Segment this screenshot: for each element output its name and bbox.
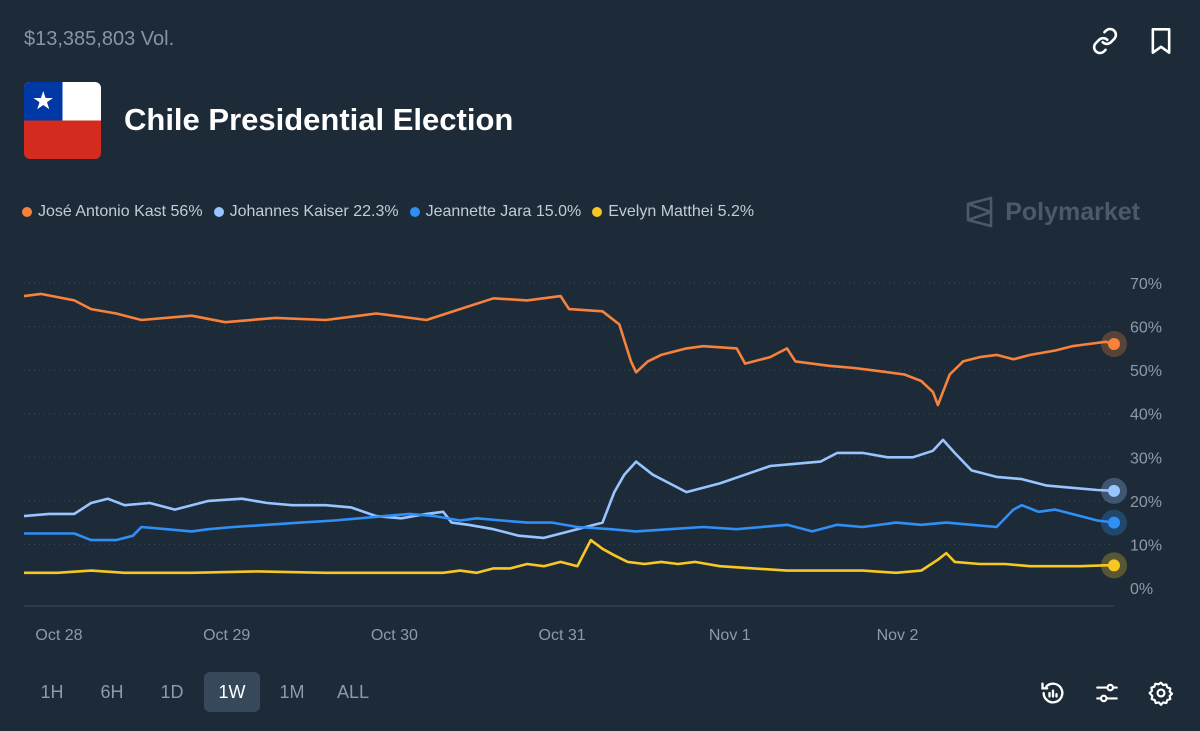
- timeframe-1m[interactable]: 1M: [279, 681, 305, 702]
- polymarket-logo-icon: [966, 196, 993, 228]
- legend-item-kast: José Antonio Kast 56%: [22, 203, 203, 221]
- chart-legend: José Antonio Kast 56% Johannes Kaiser 22…: [22, 203, 765, 221]
- bookmark-icon[interactable]: [1146, 24, 1176, 58]
- link-icon[interactable]: [1090, 24, 1120, 58]
- timeframe-1d[interactable]: 1D: [160, 681, 184, 702]
- y-tick-label: 40%: [1130, 407, 1162, 424]
- history-icon[interactable]: [1038, 676, 1068, 710]
- chart-controls: [1038, 676, 1176, 710]
- timeframe-6h[interactable]: 6H: [100, 681, 124, 702]
- y-tick-label: 0%: [1130, 581, 1153, 598]
- legend-dot: [22, 207, 32, 217]
- series-end-point: [1108, 559, 1120, 572]
- legend-dot: [592, 207, 603, 217]
- y-tick-label: 50%: [1130, 363, 1162, 380]
- timeframe-all[interactable]: ALL: [337, 681, 370, 702]
- series-line-jos-antonio-kast: [23, 292, 1115, 407]
- y-tick-label: 30%: [1130, 450, 1162, 467]
- page-title: Chile Presidential Election: [124, 102, 514, 137]
- x-tick-label: Oct 28: [35, 627, 82, 644]
- legend-item-kaiser: Johannes Kaiser 22.3%: [213, 203, 399, 221]
- sliders-icon[interactable]: [1092, 676, 1122, 710]
- legend-item-matthei: Evelyn Matthei 5.2%: [592, 203, 754, 221]
- series-end-point: [1108, 484, 1120, 497]
- series-end-point: [1108, 338, 1120, 350]
- series-line-evelyn-matthei: [24, 538, 1114, 575]
- timeframe-selector: 1H 6H 1D 1W 1M ALL: [24, 672, 382, 712]
- legend-label: Jeannette Jara 15.0%: [425, 203, 582, 220]
- y-tick-label: 20%: [1130, 494, 1162, 511]
- y-tick-label: 10%: [1130, 537, 1162, 554]
- brand-name: Polymarket: [1005, 197, 1140, 226]
- x-tick-label: Oct 29: [203, 627, 250, 644]
- volume-text: $13,385,803 Vol.: [24, 28, 175, 50]
- polymarket-watermark: Polymarket: [965, 196, 1140, 228]
- y-tick-label: 70%: [1130, 276, 1162, 293]
- series-line-jeannette-jara: [24, 503, 1115, 542]
- timeframe-1h[interactable]: 1H: [40, 681, 64, 702]
- legend-label: José Antonio Kast 56%: [38, 203, 203, 220]
- x-tick-label: Oct 30: [371, 627, 418, 644]
- legend-dot: [409, 207, 420, 217]
- chile-flag-icon: [24, 82, 101, 159]
- legend-label: Evelyn Matthei 5.2%: [608, 203, 755, 220]
- x-tick-label: Nov 1: [709, 627, 751, 644]
- header-actions: [1090, 24, 1176, 58]
- gear-icon[interactable]: [1146, 676, 1176, 710]
- x-tick-label: Nov 2: [877, 627, 919, 644]
- legend-label: Johannes Kaiser 22.3%: [229, 203, 399, 220]
- y-tick-label: 60%: [1130, 320, 1162, 337]
- timeframe-1w[interactable]: 1W: [204, 672, 260, 712]
- legend-dot: [213, 207, 224, 217]
- series-line-johannes-kaiser: [23, 438, 1115, 540]
- x-tick-label: Oct 31: [539, 627, 586, 644]
- series-end-point: [1108, 516, 1120, 529]
- legend-item-jara: Jeannette Jara 15.0%: [409, 203, 582, 221]
